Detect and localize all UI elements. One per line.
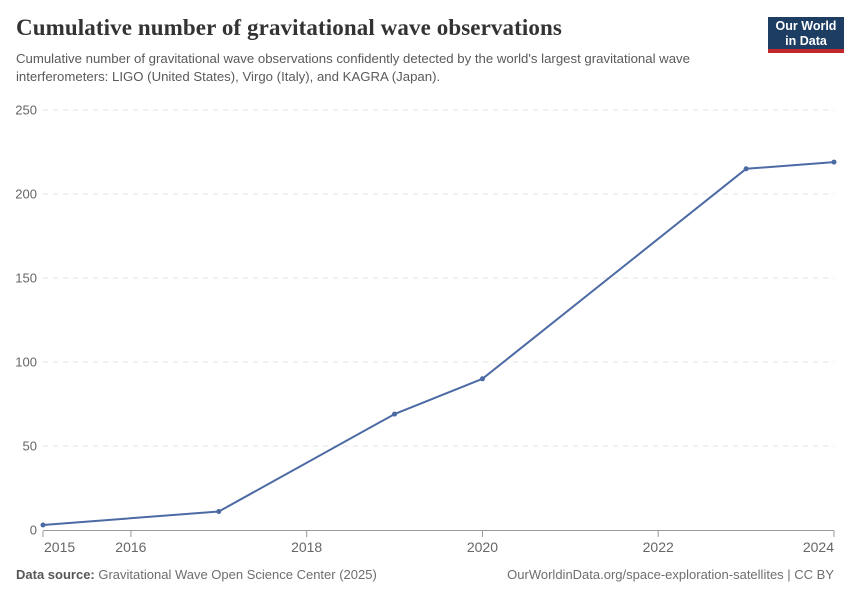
y-axis-tick-label: 250 [15, 103, 37, 118]
data-point [40, 522, 46, 528]
x-axis-tick-label: 2022 [643, 539, 674, 555]
chart-title: Cumulative number of gravitational wave … [16, 15, 562, 40]
data-point [216, 509, 222, 515]
x-axis-tick-label: 2018 [291, 539, 322, 555]
y-axis-tick-label: 0 [30, 523, 37, 538]
data-point [479, 376, 485, 382]
owid-logo-text: Our World in Data [768, 17, 844, 49]
y-axis-tick-label: 200 [15, 187, 37, 202]
y-axis-tick-label: 150 [15, 271, 37, 286]
x-axis-tick-label: 2024 [803, 539, 834, 555]
attribution-link[interactable]: OurWorldinData.org/space-exploration-sat… [507, 567, 834, 582]
owid-logo-red-bar [768, 49, 844, 53]
data-source: Data source: Gravitational Wave Open Sci… [16, 567, 377, 582]
x-axis-tick-label: 2016 [115, 539, 146, 555]
data-point [831, 159, 837, 165]
data-point [743, 166, 749, 172]
x-axis-tick-label: 2015 [44, 539, 75, 555]
chart-footer: Data source: Gravitational Wave Open Sci… [16, 567, 834, 582]
trend-line [42, 161, 835, 526]
data-point [392, 411, 398, 417]
y-axis-tick-label: 50 [23, 439, 37, 454]
chart-subtitle: Cumulative number of gravitational wave … [16, 51, 690, 85]
owid-logo: Our World in Data [768, 17, 844, 53]
y-axis-tick-label: 100 [15, 355, 37, 370]
x-axis-tick-label: 2020 [467, 539, 498, 555]
data-source-label: Data source: [16, 567, 95, 582]
data-source-value: Gravitational Wave Open Science Center (… [94, 567, 377, 582]
